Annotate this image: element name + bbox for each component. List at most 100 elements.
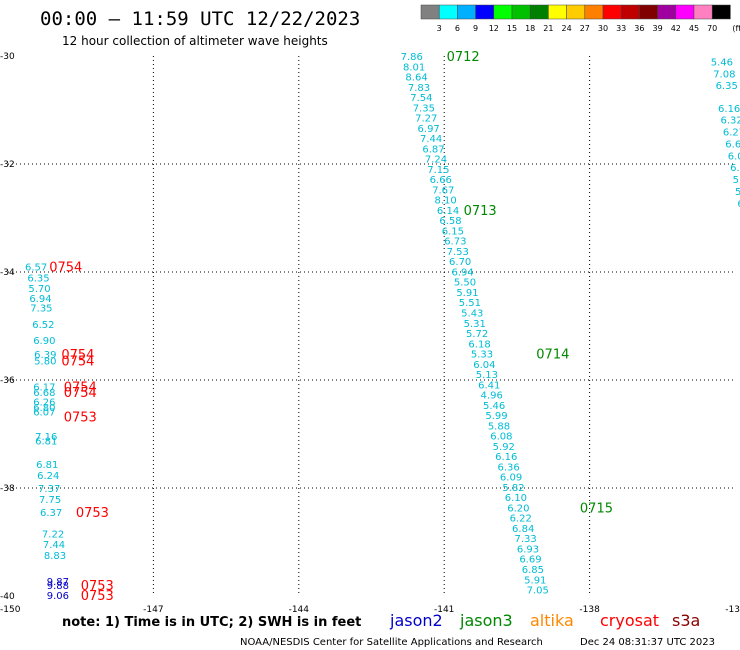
- time-label: 0753: [64, 411, 97, 426]
- legend-swatch: [438, 4, 458, 20]
- wave-height-value: 6.14: [437, 206, 459, 217]
- time-label: 0754: [61, 348, 94, 363]
- y-tick-label: -38: [0, 484, 15, 494]
- time-label: 0712: [447, 50, 480, 65]
- satellite-legend: jason2 jason3 altika cryosat s3a: [389, 611, 700, 630]
- wave-height-value: 9.87: [47, 577, 69, 588]
- wave-height-value: 6.35: [27, 273, 49, 284]
- wave-height-value: 6.68: [33, 388, 55, 399]
- wave-height-value: 5.13: [476, 370, 498, 381]
- wave-height-value: 6.41: [478, 380, 500, 391]
- wave-height-value: 7.44: [420, 134, 442, 145]
- wave-height-value: 8.01: [403, 62, 425, 73]
- wave-height-value: 7.67: [432, 185, 454, 196]
- satellite-legend-altika: altika: [530, 611, 574, 630]
- legend-swatch: [584, 4, 604, 20]
- time-label: 0754: [61, 355, 94, 370]
- wave-height-value: 5.51: [459, 298, 481, 309]
- wave-height-value: 6.58: [439, 216, 461, 227]
- satellite-legend-cryosat: cryosat: [600, 611, 659, 630]
- wave-height-value: 7.22: [42, 529, 64, 540]
- legend-tick-label: 15: [507, 24, 517, 33]
- wave-height-value: 6.22: [510, 514, 532, 525]
- wave-height-value: 7.83: [408, 83, 430, 94]
- data-points: 7.868.018.647.837.547.357.276.977.446.87…: [25, 52, 740, 602]
- wave-height-value: 6.16: [495, 452, 517, 463]
- wave-height-value: 6.73: [444, 237, 466, 248]
- wave-height-value: 6.35: [716, 81, 738, 92]
- y-tick-label: -36: [0, 376, 15, 386]
- wave-height-value: 7.37: [38, 484, 60, 495]
- wave-height-value: 6.84: [512, 524, 534, 535]
- chart-title: 00:00 – 11:59 UTC 12/22/2023: [40, 8, 360, 30]
- wave-height-value: 6.81: [35, 436, 57, 447]
- wave-height-value: 7.35: [30, 304, 52, 315]
- credit-text: NOAA/NESDIS Center for Satellite Applica…: [240, 637, 543, 648]
- legend-tick-label: 12: [489, 24, 499, 33]
- wave-height-value: 6.94: [29, 294, 51, 305]
- x-tick-label: -13: [725, 605, 740, 615]
- wave-height-value: 6.69: [519, 555, 541, 566]
- wave-height-value: 5.46: [711, 57, 733, 68]
- wave-height-value: 6.10: [505, 493, 527, 504]
- wave-height-value: 8.64: [405, 73, 427, 84]
- time-label: 0715: [580, 501, 613, 516]
- legend-swatch: [566, 4, 586, 20]
- wave-height-value: 7.33: [514, 534, 536, 545]
- legend-swatch: [711, 4, 731, 20]
- time-label: 0753: [76, 506, 109, 521]
- x-tick-label: -138: [579, 605, 600, 615]
- wave-height-value: 6.09: [500, 473, 522, 484]
- legend-tick-label: 45: [689, 24, 699, 33]
- wave-height-value: 6.94: [451, 267, 473, 278]
- legend-unit-label: (ft): [732, 24, 740, 33]
- wave-height-value: 6.08: [490, 432, 512, 443]
- wave-height-value: 6.18: [468, 339, 490, 350]
- wave-height-value: 7.05: [527, 586, 549, 597]
- wave-height-value: 5.50: [454, 278, 476, 289]
- wave-height-value: 5.92: [493, 442, 515, 453]
- wave-height-value: 6.04: [473, 360, 495, 371]
- timestamp-text: Dec 24 08:31:37 UTC 2023: [580, 637, 715, 648]
- legend-tick-label: 33: [616, 24, 626, 33]
- satellite-legend-jason2: jason2: [389, 611, 443, 630]
- time-label: 0754: [64, 380, 97, 395]
- wave-height-value: 7.53: [447, 247, 469, 258]
- legend-tick-label: 39: [653, 24, 663, 33]
- wave-height-value: 6.24: [37, 471, 59, 482]
- wave-height-value: 5.99: [485, 411, 507, 422]
- legend-swatch: [529, 4, 549, 20]
- x-tick-label: -150: [0, 605, 21, 615]
- wave-height-value: 5.72: [466, 329, 488, 340]
- wave-height-value: 6.27: [723, 128, 740, 139]
- wave-height-value: 5.91: [524, 575, 546, 586]
- grid: [8, 56, 735, 596]
- wave-height-value: 6.97: [418, 124, 440, 135]
- wave-height-value: 6.17: [33, 382, 55, 393]
- wave-height-value: 7.15: [427, 165, 449, 176]
- legend-tick-label: 30: [598, 24, 608, 33]
- wave-height-value: 6.57: [25, 263, 47, 274]
- plot-area: -30 -32 -34 -36 -38 -40 -150 -147 -144 -141 -138 -1…: [0, 50, 740, 615]
- wave-height-value: 6.36: [498, 462, 520, 473]
- wave-height-value: 6.90: [33, 336, 55, 347]
- wave-height-value: 6.20: [507, 503, 529, 514]
- time-label: 0713: [464, 204, 497, 219]
- wave-height-value: 6.52: [32, 320, 54, 331]
- wave-height-value: 5.91: [456, 288, 478, 299]
- y-tick-label: -32: [0, 160, 15, 170]
- legend-tick-label: 36: [634, 24, 644, 33]
- legend-swatch: [493, 4, 513, 20]
- wave-height-value: 5.80: [34, 357, 56, 368]
- legend-swatch: [693, 4, 713, 20]
- time-label: 0753: [81, 589, 114, 604]
- legend-swatch: [639, 4, 658, 20]
- wave-height-value: 7.44: [43, 540, 65, 551]
- time-label: 0754: [49, 261, 82, 276]
- legend-tick-label: 42: [671, 24, 681, 33]
- legend-tick-label: 21: [543, 24, 553, 33]
- wave-height-value: 9.88: [47, 581, 69, 592]
- wave-height-value: 6.07: [33, 407, 55, 418]
